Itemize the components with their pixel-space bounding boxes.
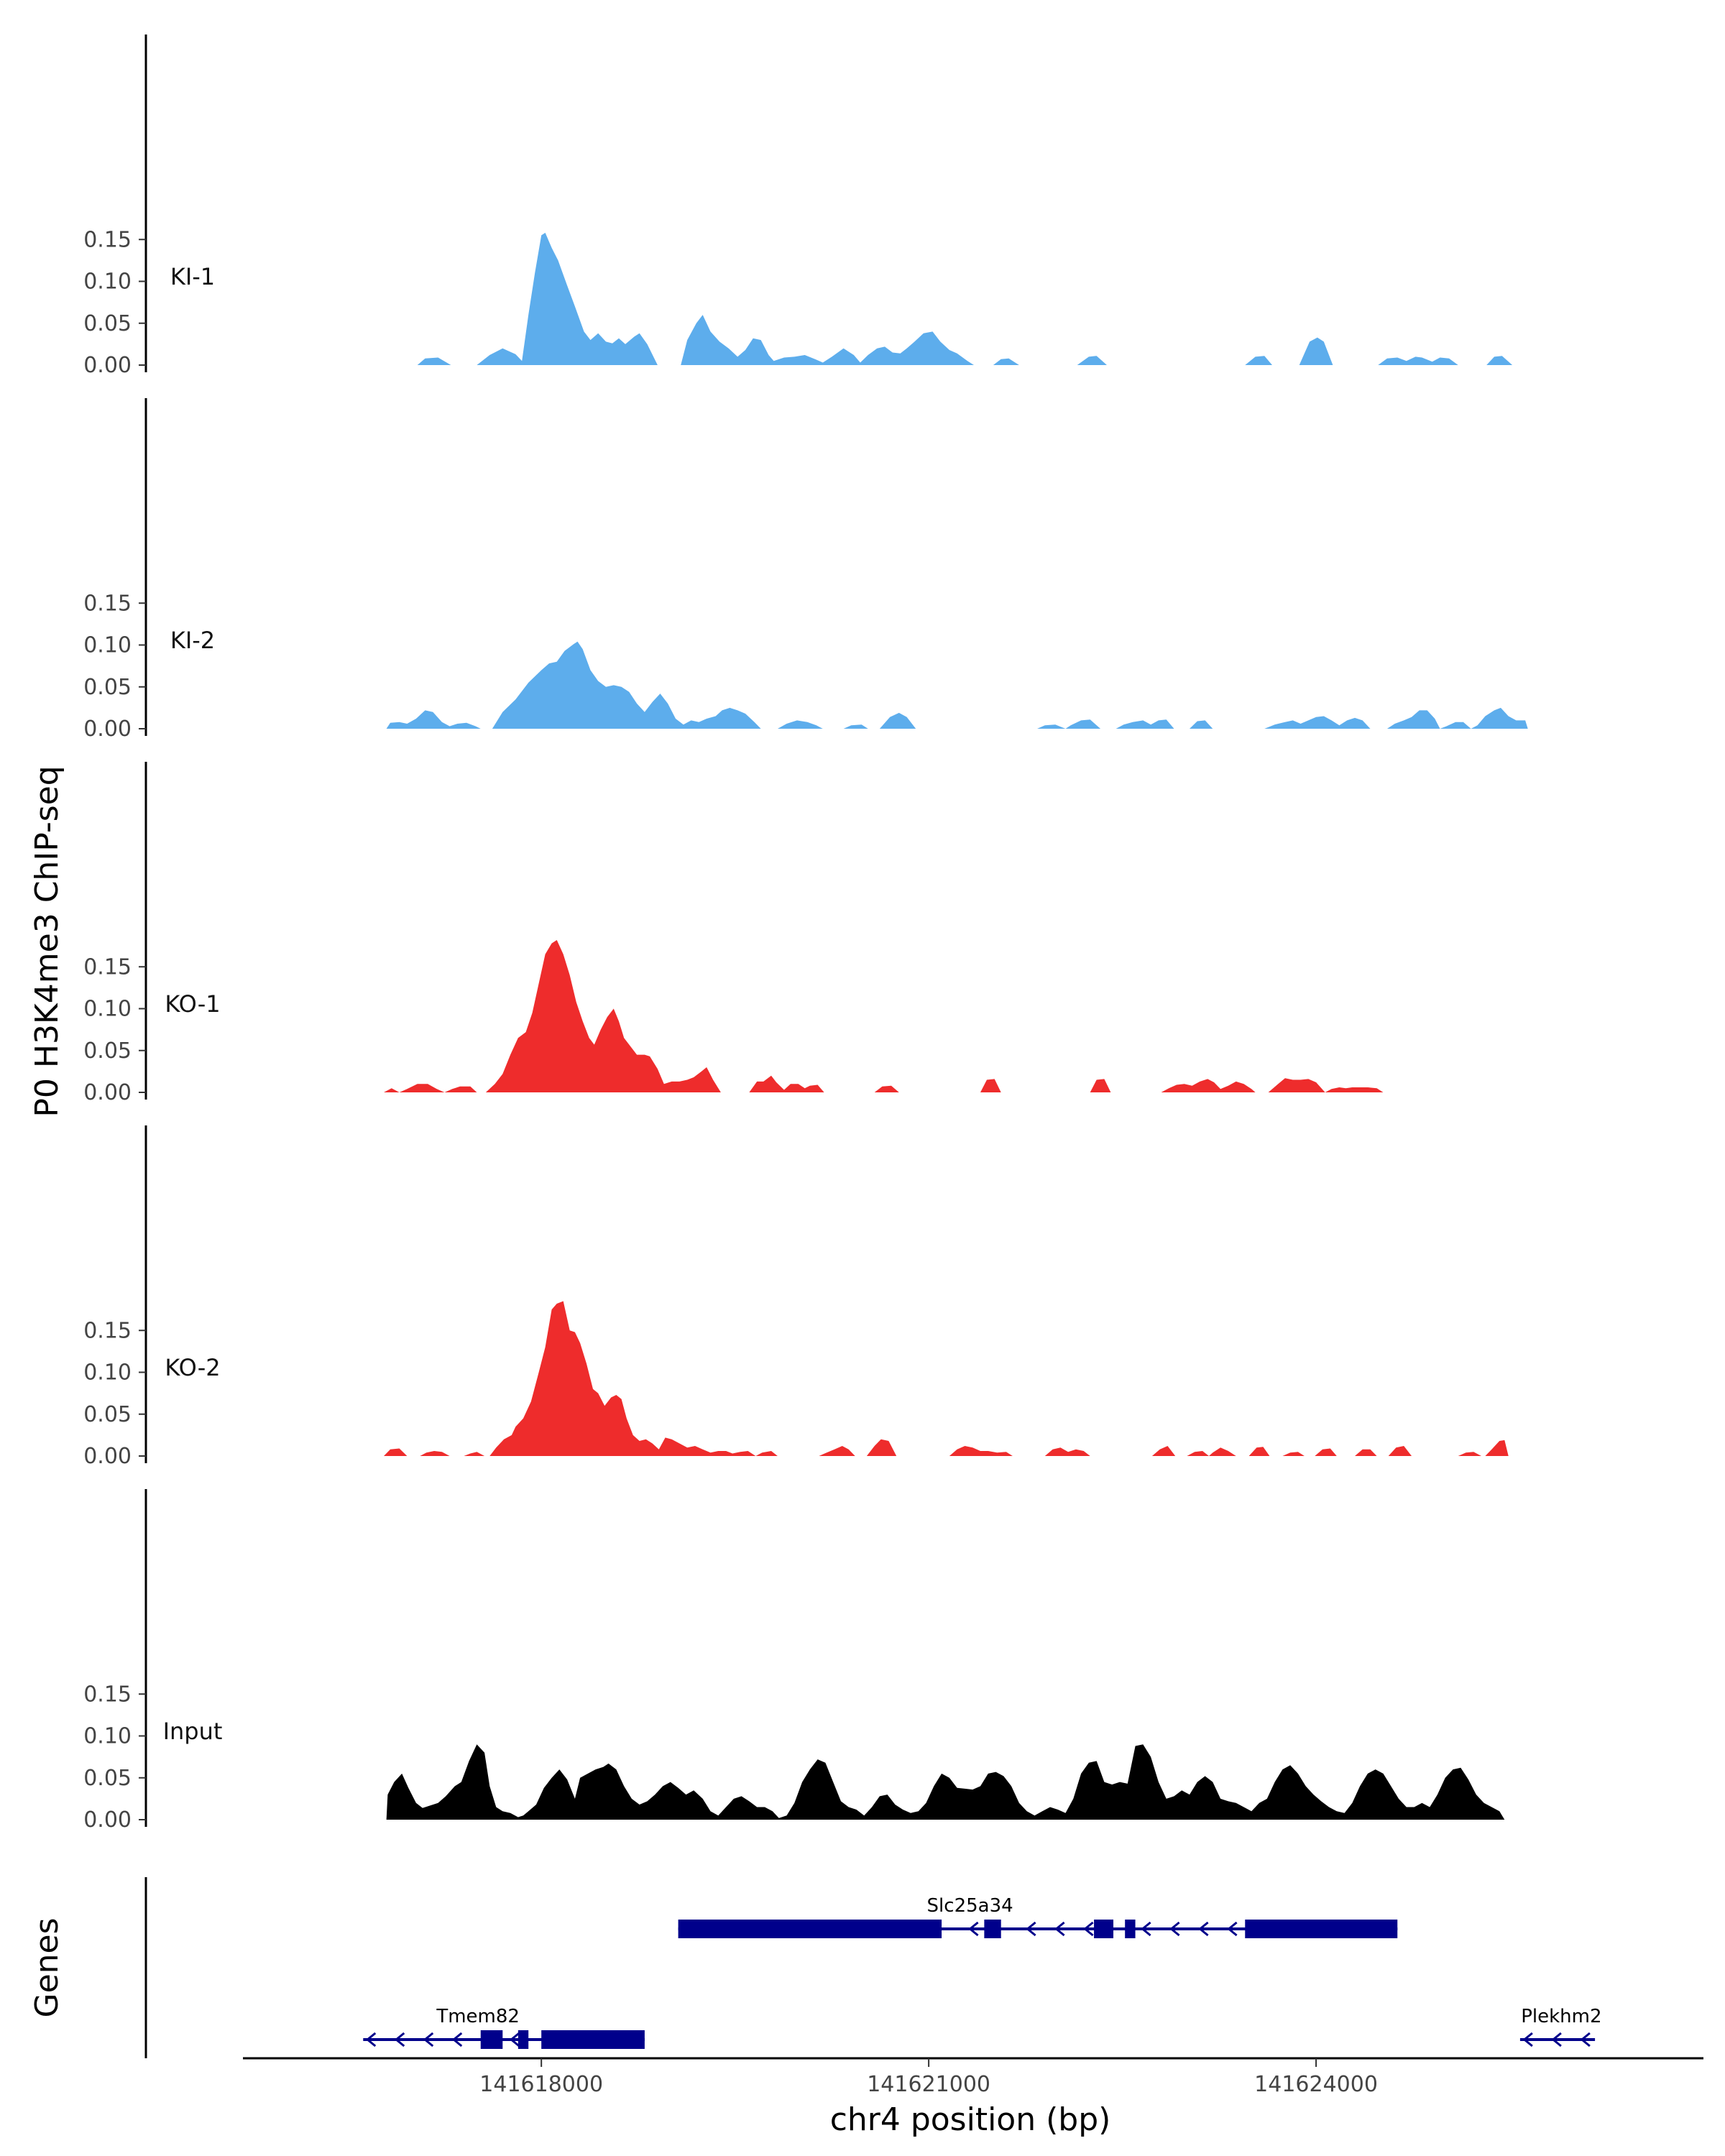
track-panel-ki-2: 0.00 0.05 0.10 0.15 KI-2 xyxy=(83,398,1528,742)
y-tick-label: 0.15 xyxy=(83,954,132,980)
y-tick-label: 0.05 xyxy=(83,311,132,336)
track-panel-ko-2: 0.00 0.05 0.10 0.15 KO-2 xyxy=(83,1125,1509,1469)
y-tick-label: 0.05 xyxy=(83,675,132,700)
y-axis-title: P0 H3K4me3 ChIP-seq xyxy=(29,765,65,1117)
track-label: KO-2 xyxy=(165,1354,220,1381)
exon xyxy=(480,2030,503,2049)
y-tick-label: 0.05 xyxy=(83,1038,132,1064)
track-panels: 0.00 0.05 0.10 0.15 KI-1 0.00 0.05 0.10 0.15 KI-2… xyxy=(83,34,1528,1833)
x-tick-label: 141618000 xyxy=(479,2072,603,2097)
track-label: KI-2 xyxy=(170,627,215,654)
y-tick-label: 0.00 xyxy=(83,1444,132,1469)
strand-arrow-icon xyxy=(1083,1921,1094,1937)
gene-plekhm2: Plekhm2 xyxy=(1519,2006,1602,2047)
gene-slc25a34: Slc25a34 xyxy=(678,1895,1398,1938)
strand-arrow-icon xyxy=(394,2032,405,2047)
exon xyxy=(678,1920,942,1938)
gene-tmem82: Tmem82 xyxy=(363,2006,645,2049)
y-tick-label: 0.10 xyxy=(83,1724,132,1749)
y-tick-label: 0.00 xyxy=(83,1080,132,1105)
x-axis-title: chr4 position (bp) xyxy=(830,2101,1111,2138)
coverage-area-input xyxy=(386,1744,1505,1820)
strand-arrow-icon xyxy=(1169,1921,1180,1937)
y-tick-label: 0.15 xyxy=(83,1318,132,1343)
x-tick-label: 141621000 xyxy=(867,2072,990,2097)
track-label: Input xyxy=(163,1718,223,1745)
coverage-area-ki-2 xyxy=(386,641,1528,729)
track-label: KO-1 xyxy=(165,990,220,1018)
y-tick-label: 0.10 xyxy=(83,270,132,295)
y-tick-label: 0.05 xyxy=(83,1766,132,1791)
coverage-area-ko-2 xyxy=(384,1301,1509,1456)
genes-axis-title: Genes xyxy=(29,1917,65,2017)
strand-arrow-icon xyxy=(1551,2032,1562,2047)
strand-arrow-icon xyxy=(365,2032,377,2047)
strand-arrow-icon xyxy=(423,2032,434,2047)
strand-arrow-icon xyxy=(1198,1921,1209,1937)
y-tick-label: 0.10 xyxy=(83,1360,132,1386)
y-tick-label: 0.10 xyxy=(83,997,132,1022)
strand-arrow-icon xyxy=(1522,2032,1533,2047)
x-axis: 141618000 141621000 141624000 xyxy=(243,2057,1703,2097)
coverage-area-ki-1 xyxy=(386,232,1513,365)
exon xyxy=(984,1920,1001,1938)
strand-arrow-icon xyxy=(509,2032,520,2047)
y-tick-label: 0.15 xyxy=(83,227,132,252)
strand-arrow-icon xyxy=(1141,1921,1151,1937)
strand-arrow-icon xyxy=(968,1921,979,1937)
y-tick-label: 0.05 xyxy=(83,1402,132,1427)
gene-label: Tmem82 xyxy=(436,2006,520,2027)
coverage-area-ko-1 xyxy=(384,940,1384,1092)
gene-label: Slc25a34 xyxy=(927,1895,1013,1917)
x-tick-label: 141624000 xyxy=(1254,2072,1378,2097)
y-tick-label: 0.10 xyxy=(83,633,132,658)
track-panel-ko-1: 0.00 0.05 0.10 0.15 KO-1 xyxy=(83,762,1384,1105)
exon xyxy=(1094,1920,1114,1938)
exon xyxy=(541,2030,645,2049)
y-tick-label: 0.00 xyxy=(83,353,132,378)
y-tick-label: 0.15 xyxy=(83,1682,132,1707)
strand-arrow-icon xyxy=(1580,2032,1591,2047)
track-panel-ki-1: 0.00 0.05 0.10 0.15 KI-1 xyxy=(83,34,1513,378)
strand-arrow-icon xyxy=(1054,1921,1065,1937)
genes-panel: Slc25a34 Tmem82 Plekhm2 xyxy=(144,1877,1602,2058)
exon xyxy=(1125,1920,1136,1938)
y-tick-label: 0.00 xyxy=(83,1807,132,1833)
exon xyxy=(1245,1920,1398,1938)
exon xyxy=(518,2030,529,2049)
track-panel-input: 0.00 0.05 0.10 0.15 Input xyxy=(83,1489,1505,1833)
y-tick-label: 0.15 xyxy=(83,591,132,616)
strand-arrow-icon xyxy=(1026,1921,1036,1937)
track-label: KI-1 xyxy=(170,263,215,290)
strand-arrow-icon xyxy=(1227,1921,1238,1937)
y-tick-label: 0.00 xyxy=(83,717,132,742)
gene-label: Plekhm2 xyxy=(1521,2006,1601,2027)
strand-arrow-icon xyxy=(451,2032,463,2047)
